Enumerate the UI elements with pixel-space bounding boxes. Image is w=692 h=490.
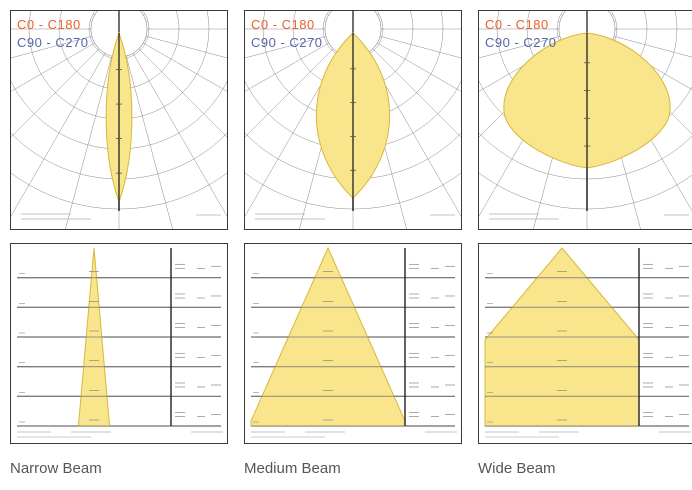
beam-label-medium: Medium Beam bbox=[244, 460, 341, 477]
polar-ray bbox=[245, 48, 334, 138]
beam-label-wide: Wide Beam bbox=[478, 460, 556, 477]
beam-label-narrow: Narrow Beam bbox=[10, 460, 102, 477]
polar-ray bbox=[11, 53, 106, 217]
polar-svg-medium bbox=[245, 11, 461, 229]
polar-ray bbox=[377, 42, 461, 92]
polar-ray bbox=[613, 36, 692, 58]
cone-svg-wide bbox=[484, 247, 691, 438]
polar-ray bbox=[372, 48, 461, 138]
polar-ray bbox=[11, 42, 95, 92]
legend-c90-c270: C90 - C270 bbox=[251, 35, 323, 50]
polar-svg-narrow bbox=[11, 11, 227, 229]
cone-svg-medium bbox=[250, 246, 457, 438]
polar-svg-wide bbox=[479, 11, 692, 229]
legend-c0-c180: C0 - C180 bbox=[251, 17, 315, 32]
polar-ray bbox=[245, 36, 327, 59]
polar-ray bbox=[143, 42, 227, 92]
polar-ray bbox=[245, 42, 329, 92]
polar-diagram-narrow: C0 - C180 C90 - C270 bbox=[10, 10, 228, 230]
polar-ray bbox=[145, 36, 227, 59]
legend-c90-c270: C90 - C270 bbox=[17, 35, 89, 50]
polar-ray bbox=[11, 36, 93, 59]
polar-ray bbox=[479, 36, 561, 59]
polar-ray bbox=[126, 55, 173, 229]
polar-diagram-wide: C0 - C180 C90 - C270 bbox=[478, 10, 692, 230]
cone-diagram-wide bbox=[478, 243, 692, 444]
cone-diagram-narrow bbox=[10, 243, 228, 444]
legend-c0-c180: C0 - C180 bbox=[17, 17, 81, 32]
legend-c90-c270: C90 - C270 bbox=[485, 35, 557, 50]
polar-diagram-medium: C0 - C180 C90 - C270 bbox=[244, 10, 462, 230]
cone-diagram-medium bbox=[244, 243, 462, 444]
polar-ray bbox=[379, 36, 461, 59]
cone-svg-narrow bbox=[17, 247, 223, 438]
polar-ray bbox=[11, 48, 100, 138]
legend-c0-c180: C0 - C180 bbox=[485, 17, 549, 32]
polar-ray bbox=[138, 48, 227, 138]
polar-ray bbox=[65, 55, 112, 229]
polar-ray bbox=[132, 53, 227, 217]
